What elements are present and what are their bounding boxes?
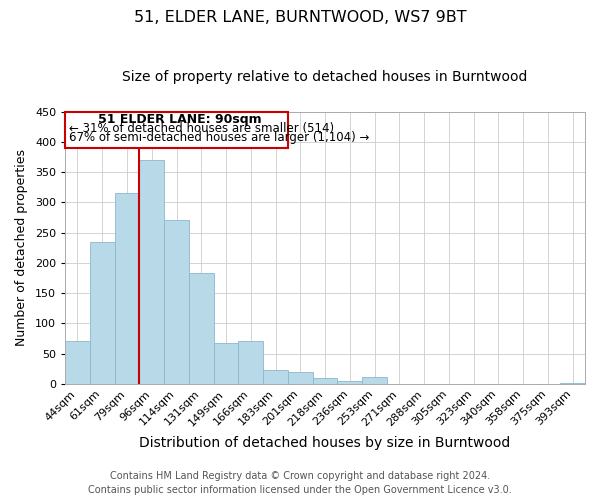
Text: ← 31% of detached houses are smaller (514): ← 31% of detached houses are smaller (51… [69, 122, 334, 135]
Bar [214, 342, 238, 384]
Bar [90, 242, 115, 384]
Bar [115, 193, 139, 384]
Text: 51 ELDER LANE: 90sqm: 51 ELDER LANE: 90sqm [98, 113, 262, 126]
Y-axis label: Number of detached properties: Number of detached properties [15, 149, 28, 346]
Bar [189, 273, 214, 384]
Text: 67% of semi-detached houses are larger (1,104) →: 67% of semi-detached houses are larger (… [69, 131, 369, 144]
Bar [288, 372, 313, 384]
Bar [65, 342, 90, 384]
Bar [164, 220, 189, 384]
Bar [139, 160, 164, 384]
Bar [337, 381, 362, 384]
Bar [238, 342, 263, 384]
X-axis label: Distribution of detached houses by size in Burntwood: Distribution of detached houses by size … [139, 436, 511, 450]
Bar [560, 382, 585, 384]
Bar [65, 112, 288, 148]
Bar [313, 378, 337, 384]
Title: Size of property relative to detached houses in Burntwood: Size of property relative to detached ho… [122, 70, 528, 84]
Bar [362, 376, 387, 384]
Text: 51, ELDER LANE, BURNTWOOD, WS7 9BT: 51, ELDER LANE, BURNTWOOD, WS7 9BT [134, 10, 466, 25]
Text: Contains HM Land Registry data © Crown copyright and database right 2024.
Contai: Contains HM Land Registry data © Crown c… [88, 471, 512, 495]
Bar [263, 370, 288, 384]
